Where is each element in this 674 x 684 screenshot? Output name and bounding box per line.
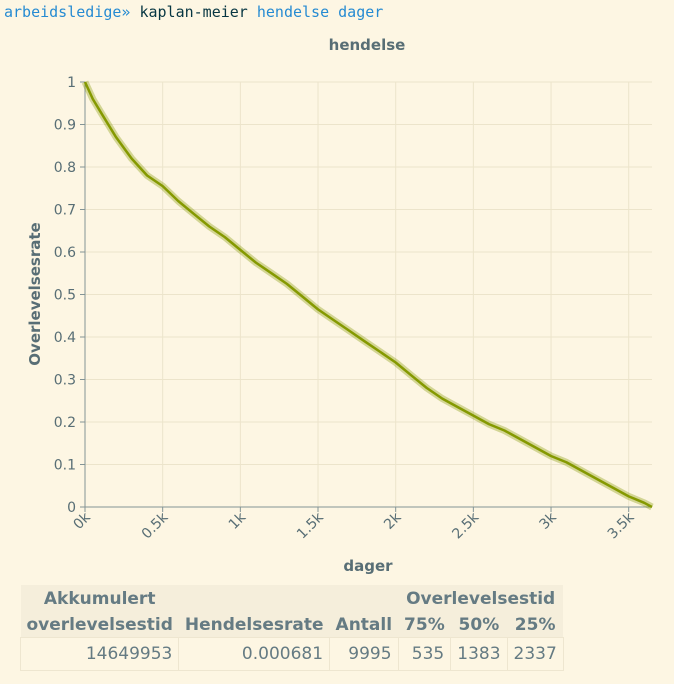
- cell-p50: 1383: [450, 637, 508, 671]
- command-time-var: dager: [338, 3, 384, 21]
- y-tick-label: 0.4: [54, 330, 76, 346]
- header-antall: Antall: [329, 611, 399, 638]
- x-tick-label: 0.5k: [139, 509, 172, 542]
- header-spacer: [178, 585, 330, 611]
- header-akkumulert: Akkumulert: [20, 585, 179, 611]
- y-tick-label: 0.1: [54, 458, 76, 474]
- x-tick-label: 3k: [537, 509, 561, 533]
- header-p50: 50%: [450, 611, 508, 638]
- y-tick-label: 0.3: [54, 373, 76, 389]
- header-p75: 75%: [398, 611, 451, 638]
- kaplan-meier-chart: hendelse 0 0.1 0.2 0.3 0.4 0.5 0.6 0.7 0.8 0.9 1 0…: [26, 36, 654, 575]
- survival-curve: [83, 81, 653, 509]
- y-tick-label: 0.7: [54, 203, 76, 219]
- x-tick-label: 1k: [226, 509, 250, 533]
- header-row-1: Akkumulert Overlevelsestid: [20, 585, 564, 611]
- cell-akkumulert: 14649953: [19, 637, 180, 671]
- y-tick-label: 1: [67, 75, 76, 91]
- header-spacer: [329, 585, 399, 611]
- y-tick-label: 0.5: [54, 288, 76, 304]
- command-line: arbeidsledige» kaplan-meier hendelse dag…: [4, 2, 383, 22]
- command-verb: kaplan-meier: [139, 3, 248, 21]
- y-tick-label: 0.2: [54, 415, 76, 431]
- cell-antall: 9995: [329, 637, 399, 671]
- x-tick-label: 2.5k: [449, 509, 482, 542]
- header-row-2: overlevelsestid Hendelsesrate Antall 75%…: [20, 611, 564, 638]
- y-tick-label: 0.6: [54, 245, 76, 261]
- y-axis-ticks: 0 0.1 0.2 0.3 0.4 0.5 0.6 0.7 0.8 0.9 1: [54, 75, 85, 516]
- cell-p25: 2337: [506, 637, 564, 671]
- cell-p75: 535: [397, 637, 452, 671]
- y-tick-label: 0.9: [54, 118, 76, 134]
- x-tick-label: 2k: [381, 509, 405, 533]
- x-tick-label: 1.5k: [294, 509, 327, 542]
- header-overlevelsestid: Overlevelsestid: [398, 585, 564, 611]
- grid: [84, 81, 652, 508]
- chart-title: hendelse: [329, 36, 406, 54]
- table-row: 14649953 0.000681 9995 535 1383 2337: [19, 637, 564, 671]
- header-hendelsesrate: Hendelsesrate: [178, 611, 330, 638]
- x-axis-label: dager: [343, 557, 393, 575]
- x-tick-label: 3.5k: [605, 509, 638, 542]
- y-tick-label: 0.8: [54, 160, 76, 176]
- summary-table: Akkumulert Overlevelsestid overlevelsest…: [19, 585, 564, 671]
- y-axis-label: Overlevelsesrate: [26, 222, 44, 365]
- x-axis-ticks: 0k 0.5k 1k 1.5k 2k 2.5k 3k 3.5k: [70, 507, 638, 542]
- header-p25: 25%: [507, 611, 564, 638]
- command-event-var: hendelse: [256, 3, 330, 21]
- cell-hendelsesrate: 0.000681: [178, 637, 331, 671]
- y-tick-label: 0: [67, 500, 76, 516]
- command-prefix: arbeidsledige»: [4, 3, 131, 21]
- header-overlevelsestid-col: overlevelsestid: [20, 611, 179, 638]
